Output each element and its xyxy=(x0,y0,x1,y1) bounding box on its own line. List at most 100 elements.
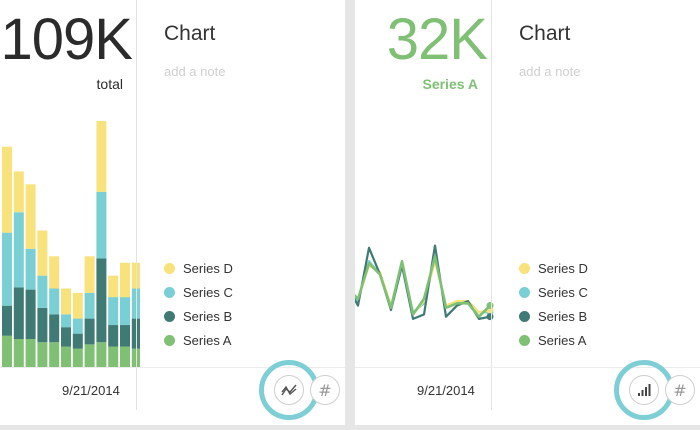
bar-series-b-8 xyxy=(84,318,95,345)
stacked-bar-chart xyxy=(2,120,140,368)
bar-series-c-11 xyxy=(120,297,130,326)
legend-dot-series-a xyxy=(164,334,175,346)
hash-button[interactable]: # xyxy=(665,375,695,405)
note-input[interactable]: add a note xyxy=(519,64,581,79)
legend-item: Series C xyxy=(164,280,233,304)
bar-series-d-7 xyxy=(72,292,83,319)
bar-series-d-3 xyxy=(25,184,36,249)
legend-label: Series A xyxy=(538,332,587,348)
legend-label: Series C xyxy=(538,284,588,300)
bar-series-a-4 xyxy=(37,342,48,368)
bar-series-d-5 xyxy=(49,256,60,289)
bar-series-a-9 xyxy=(96,342,107,368)
card-divider xyxy=(136,0,137,410)
bar-series-c-1 xyxy=(2,232,12,306)
card-divider xyxy=(491,0,492,410)
chart-type-button[interactable] xyxy=(274,375,304,405)
endpoint-series-a xyxy=(486,302,494,310)
legend-dot-series-a xyxy=(519,334,530,346)
bar-series-b-5 xyxy=(49,314,60,343)
line-chart-icon xyxy=(281,384,297,396)
bar-series-c-9 xyxy=(96,191,107,259)
bar-series-c-2 xyxy=(13,212,24,288)
sub-label: Series A xyxy=(422,76,478,92)
legend-item: Series D xyxy=(164,256,233,280)
bar-series-d-10 xyxy=(108,275,119,298)
bar-series-d-1 xyxy=(2,146,12,233)
bar-series-c-6 xyxy=(61,314,71,328)
bar-series-d-2 xyxy=(13,171,24,213)
bar-series-a-1 xyxy=(2,335,12,368)
bar-series-c-3 xyxy=(25,248,36,290)
chart-title: Chart xyxy=(519,22,571,45)
legend-item: Series C xyxy=(519,280,588,304)
bar-series-a-8 xyxy=(84,344,95,368)
bar-series-d-11 xyxy=(120,262,130,298)
line-series-a xyxy=(355,255,491,318)
footer-divider xyxy=(355,367,700,368)
chart-card-right: 32K Series A Chart add a note Series D S… xyxy=(355,0,700,425)
date-label: 9/21/2014 xyxy=(62,383,120,398)
note-input[interactable]: add a note xyxy=(164,64,226,79)
legend-label: Series D xyxy=(538,260,588,276)
bar-series-b-7 xyxy=(72,333,83,349)
legend-label: Series A xyxy=(183,332,232,348)
date-label: 9/21/2014 xyxy=(417,383,475,398)
bar-series-c-8 xyxy=(84,292,95,319)
chart-type-button[interactable] xyxy=(629,375,659,405)
bar-series-c-10 xyxy=(108,297,119,326)
legend-label: Series D xyxy=(183,260,233,276)
legend-dot-series-b xyxy=(519,310,530,322)
bar-series-a-12 xyxy=(131,348,140,368)
legend-label: Series B xyxy=(538,308,588,324)
bar-series-c-5 xyxy=(49,288,60,315)
legend: Series D Series C Series B Series A xyxy=(164,256,233,352)
bar-series-d-12 xyxy=(131,262,140,289)
endpoint-series-b xyxy=(486,313,494,321)
bar-series-b-12 xyxy=(131,318,140,349)
hash-button[interactable]: # xyxy=(310,375,340,405)
bar-series-a-3 xyxy=(25,339,36,368)
bar-series-b-4 xyxy=(37,307,48,343)
bar-series-b-1 xyxy=(2,305,12,336)
legend-label: Series B xyxy=(183,308,233,324)
bar-chart-icon xyxy=(638,384,651,396)
legend-item: Series B xyxy=(519,304,588,328)
bar-series-a-11 xyxy=(120,346,130,368)
legend-dot-series-b xyxy=(164,310,175,322)
bar-series-d-4 xyxy=(37,230,48,276)
bar-series-b-3 xyxy=(25,289,36,339)
footer-divider xyxy=(0,367,345,368)
bar-series-d-9 xyxy=(96,120,107,192)
chart-title: Chart xyxy=(164,22,216,45)
legend: Series D Series C Series B Series A xyxy=(519,256,588,352)
legend-item: Series D xyxy=(519,256,588,280)
bar-series-b-11 xyxy=(120,325,130,347)
bar-series-d-6 xyxy=(61,288,71,315)
bar-series-c-12 xyxy=(131,288,140,319)
line-series-b xyxy=(355,244,491,320)
bar-series-a-7 xyxy=(72,348,83,368)
bar-series-b-10 xyxy=(108,325,119,347)
bar-series-a-6 xyxy=(61,346,71,368)
legend-item: Series B xyxy=(164,304,233,328)
bar-series-a-2 xyxy=(13,339,24,368)
legend-label: Series C xyxy=(183,284,233,300)
bar-series-b-9 xyxy=(96,258,107,343)
bar-series-b-2 xyxy=(13,287,24,339)
legend-item: Series A xyxy=(519,328,588,352)
legend-dot-series-d xyxy=(164,262,175,274)
big-number: 32K xyxy=(386,7,488,72)
legend-item: Series A xyxy=(164,328,233,352)
bar-series-d-8 xyxy=(84,256,95,293)
big-number: 109K xyxy=(0,7,133,72)
line-chart xyxy=(355,244,494,321)
bar-series-a-10 xyxy=(108,346,119,368)
sub-label: total xyxy=(96,76,123,92)
bar-series-c-4 xyxy=(37,275,48,308)
chart-card-left: 109K total Chart add a note Series D Ser… xyxy=(0,0,345,425)
bar-series-c-7 xyxy=(72,318,83,334)
legend-dot-series-c xyxy=(164,286,175,298)
bar-series-a-5 xyxy=(49,342,60,368)
legend-dot-series-d xyxy=(519,262,530,274)
